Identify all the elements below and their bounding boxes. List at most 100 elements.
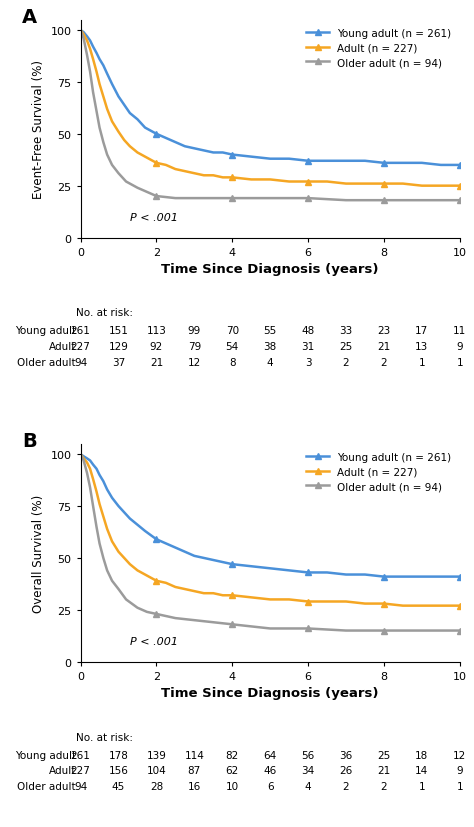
- Young adult (n = 261): [154, 130, 159, 140]
- Adult (n = 227): [90, 55, 96, 65]
- Young adult (n = 261): [127, 514, 133, 523]
- Adult (n = 227): [381, 179, 387, 189]
- Adult (n = 227): [248, 593, 254, 603]
- Adult (n = 227): [135, 148, 140, 158]
- Text: 79: 79: [188, 342, 201, 351]
- Older adult (n = 94): [84, 468, 90, 478]
- Older adult (n = 94): [109, 576, 115, 586]
- Older adult (n = 94): [210, 194, 216, 203]
- Older adult (n = 94): [81, 35, 86, 45]
- Adult (n = 227): [182, 585, 188, 595]
- Adult (n = 227): [201, 589, 207, 599]
- Young adult (n = 261): [220, 557, 226, 567]
- Text: 3: 3: [305, 358, 311, 368]
- Adult (n = 227): [135, 566, 140, 576]
- Young adult (n = 261): [182, 547, 188, 557]
- Adult (n = 227): [121, 553, 127, 563]
- Adult (n = 227): [78, 26, 83, 36]
- Adult (n = 227): [191, 169, 197, 179]
- Young adult (n = 261): [400, 572, 406, 582]
- Adult (n = 227): [97, 500, 102, 509]
- Adult (n = 227): [457, 601, 463, 611]
- Young adult (n = 261): [100, 61, 106, 71]
- Text: Older adult: Older adult: [17, 358, 76, 368]
- Older adult (n = 94): [229, 619, 235, 629]
- Young adult (n = 261): [154, 534, 159, 544]
- Text: 25: 25: [377, 749, 391, 760]
- Older adult (n = 94): [100, 138, 106, 148]
- Young adult (n = 261): [116, 93, 121, 103]
- Older adult (n = 94): [78, 450, 83, 460]
- Line: Adult (n = 227): Adult (n = 227): [81, 31, 460, 186]
- Young adult (n = 261): [343, 570, 349, 580]
- Adult (n = 227): [163, 578, 169, 588]
- Older adult (n = 94): [104, 566, 110, 576]
- Text: 38: 38: [264, 342, 277, 351]
- Text: 48: 48: [301, 326, 315, 336]
- Adult (n = 227): [457, 181, 463, 191]
- Adult (n = 227): [182, 167, 188, 177]
- Older adult (n = 94): [97, 539, 102, 549]
- Older adult (n = 94): [267, 194, 273, 203]
- Young adult (n = 261): [457, 572, 463, 582]
- Young adult (n = 261): [78, 450, 83, 460]
- Adult (n = 227): [78, 450, 83, 460]
- Adult (n = 227): [116, 547, 121, 557]
- Text: 21: 21: [377, 766, 391, 776]
- Text: 139: 139: [146, 749, 166, 760]
- Text: 2: 2: [343, 358, 349, 368]
- Young adult (n = 261): [457, 160, 463, 170]
- Text: 2: 2: [381, 782, 387, 791]
- Adult (n = 227): [127, 142, 133, 152]
- Adult (n = 227): [142, 152, 148, 162]
- Adult (n = 227): [343, 597, 349, 607]
- Adult (n = 227): [127, 560, 133, 570]
- Young adult (n = 261): [419, 572, 425, 582]
- Text: 14: 14: [415, 766, 428, 776]
- Older adult (n = 94): [163, 611, 169, 621]
- Young adult (n = 261): [81, 28, 86, 38]
- Text: No. at risk:: No. at risk:: [76, 732, 133, 742]
- Young adult (n = 261): [362, 156, 368, 166]
- Adult (n = 227): [438, 181, 444, 191]
- Older adult (n = 94): [305, 194, 311, 203]
- Young adult (n = 261): [104, 69, 110, 79]
- Young adult (n = 261): [84, 454, 90, 464]
- Young adult (n = 261): [191, 552, 197, 562]
- Line: Adult (n = 227): Adult (n = 227): [81, 455, 460, 606]
- Older adult (n = 94): [78, 26, 83, 36]
- Text: 64: 64: [264, 749, 277, 760]
- Text: 114: 114: [184, 749, 204, 760]
- Young adult (n = 261): [173, 543, 178, 553]
- Young adult (n = 261): [248, 152, 254, 162]
- Young adult (n = 261): [84, 32, 90, 42]
- Older adult (n = 94): [154, 192, 159, 202]
- Adult (n = 227): [109, 537, 115, 547]
- X-axis label: Time Since Diagnosis (years): Time Since Diagnosis (years): [162, 263, 379, 275]
- Older adult (n = 94): [400, 196, 406, 206]
- Text: 46: 46: [264, 766, 277, 776]
- X-axis label: Time Since Diagnosis (years): Time Since Diagnosis (years): [162, 686, 379, 700]
- Text: 9: 9: [456, 766, 463, 776]
- Text: Young adult: Young adult: [15, 326, 76, 336]
- Text: 34: 34: [301, 766, 315, 776]
- Adult (n = 227): [305, 177, 311, 187]
- Text: 31: 31: [301, 342, 315, 351]
- Older adult (n = 94): [144, 607, 150, 617]
- Young adult (n = 261): [94, 464, 100, 474]
- Older adult (n = 94): [123, 595, 129, 605]
- Adult (n = 227): [173, 165, 178, 174]
- Text: 1: 1: [419, 782, 425, 791]
- Older adult (n = 94): [381, 626, 387, 636]
- Text: 11: 11: [453, 326, 466, 336]
- Adult (n = 227): [220, 590, 226, 600]
- Text: 6: 6: [267, 782, 273, 791]
- Older adult (n = 94): [100, 553, 106, 563]
- Adult (n = 227): [97, 80, 102, 90]
- Text: 1: 1: [456, 782, 463, 791]
- Young adult (n = 261): [400, 159, 406, 169]
- Text: 113: 113: [146, 326, 166, 336]
- Young adult (n = 261): [248, 562, 254, 571]
- Older adult (n = 94): [154, 609, 159, 619]
- Text: 28: 28: [150, 782, 163, 791]
